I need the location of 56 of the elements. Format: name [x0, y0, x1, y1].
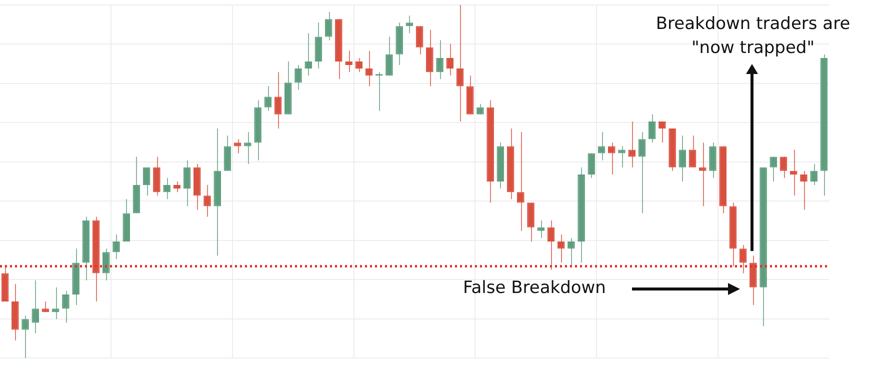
candlestick	[62, 290, 70, 324]
candlestick	[386, 36, 393, 76]
candlestick	[446, 43, 454, 76]
candlestick	[658, 120, 666, 144]
candlestick	[750, 255, 757, 306]
candlestick	[628, 120, 636, 168]
candlestick	[264, 86, 272, 112]
candlestick	[790, 149, 798, 196]
annotation: Breakdown traders are "now trapped"	[654, 13, 852, 60]
candlestick	[32, 280, 40, 334]
candlestick	[142, 166, 150, 196]
candlestick	[365, 50, 373, 87]
candlestick	[598, 132, 606, 161]
candlestick	[678, 135, 686, 182]
candlestick	[537, 220, 545, 238]
candlestick	[314, 22, 322, 70]
candlestick	[274, 72, 282, 130]
candlestick	[102, 248, 110, 281]
candlestick	[234, 138, 242, 154]
candlestick	[183, 160, 191, 207]
candlestick	[608, 142, 616, 175]
candlestick	[173, 181, 181, 193]
candlestick	[568, 237, 575, 267]
candlestick	[588, 152, 596, 178]
candlestick	[112, 234, 120, 260]
candlestick	[204, 184, 211, 218]
candlestick	[153, 156, 160, 196]
candlestick	[426, 29, 434, 87]
candlestick	[739, 244, 747, 274]
candlestick	[557, 234, 565, 264]
candlestick	[22, 315, 29, 358]
candlestick	[406, 15, 414, 34]
candlestick	[638, 132, 646, 214]
candlestick	[618, 146, 626, 168]
candlestick	[436, 40, 444, 80]
candlestick	[698, 142, 706, 207]
candlestick	[456, 4, 464, 122]
candlestick	[688, 135, 696, 168]
candlestick	[416, 26, 424, 55]
candlestick	[52, 286, 60, 320]
candlestick	[294, 64, 302, 90]
candlestick	[224, 135, 232, 172]
candlestick	[345, 50, 352, 73]
candlestick	[517, 132, 524, 232]
candlestick	[244, 132, 252, 164]
candlestick	[163, 177, 170, 200]
candlestick	[780, 156, 788, 178]
annotation: False Breakdown	[463, 277, 606, 300]
candlestick	[648, 114, 656, 144]
candlestick	[800, 170, 808, 210]
candlestick	[324, 12, 332, 41]
candlestick	[770, 156, 778, 182]
candlestick	[547, 220, 555, 270]
candlestick	[709, 142, 716, 178]
candlestick	[527, 202, 534, 242]
candlestick	[304, 32, 312, 76]
